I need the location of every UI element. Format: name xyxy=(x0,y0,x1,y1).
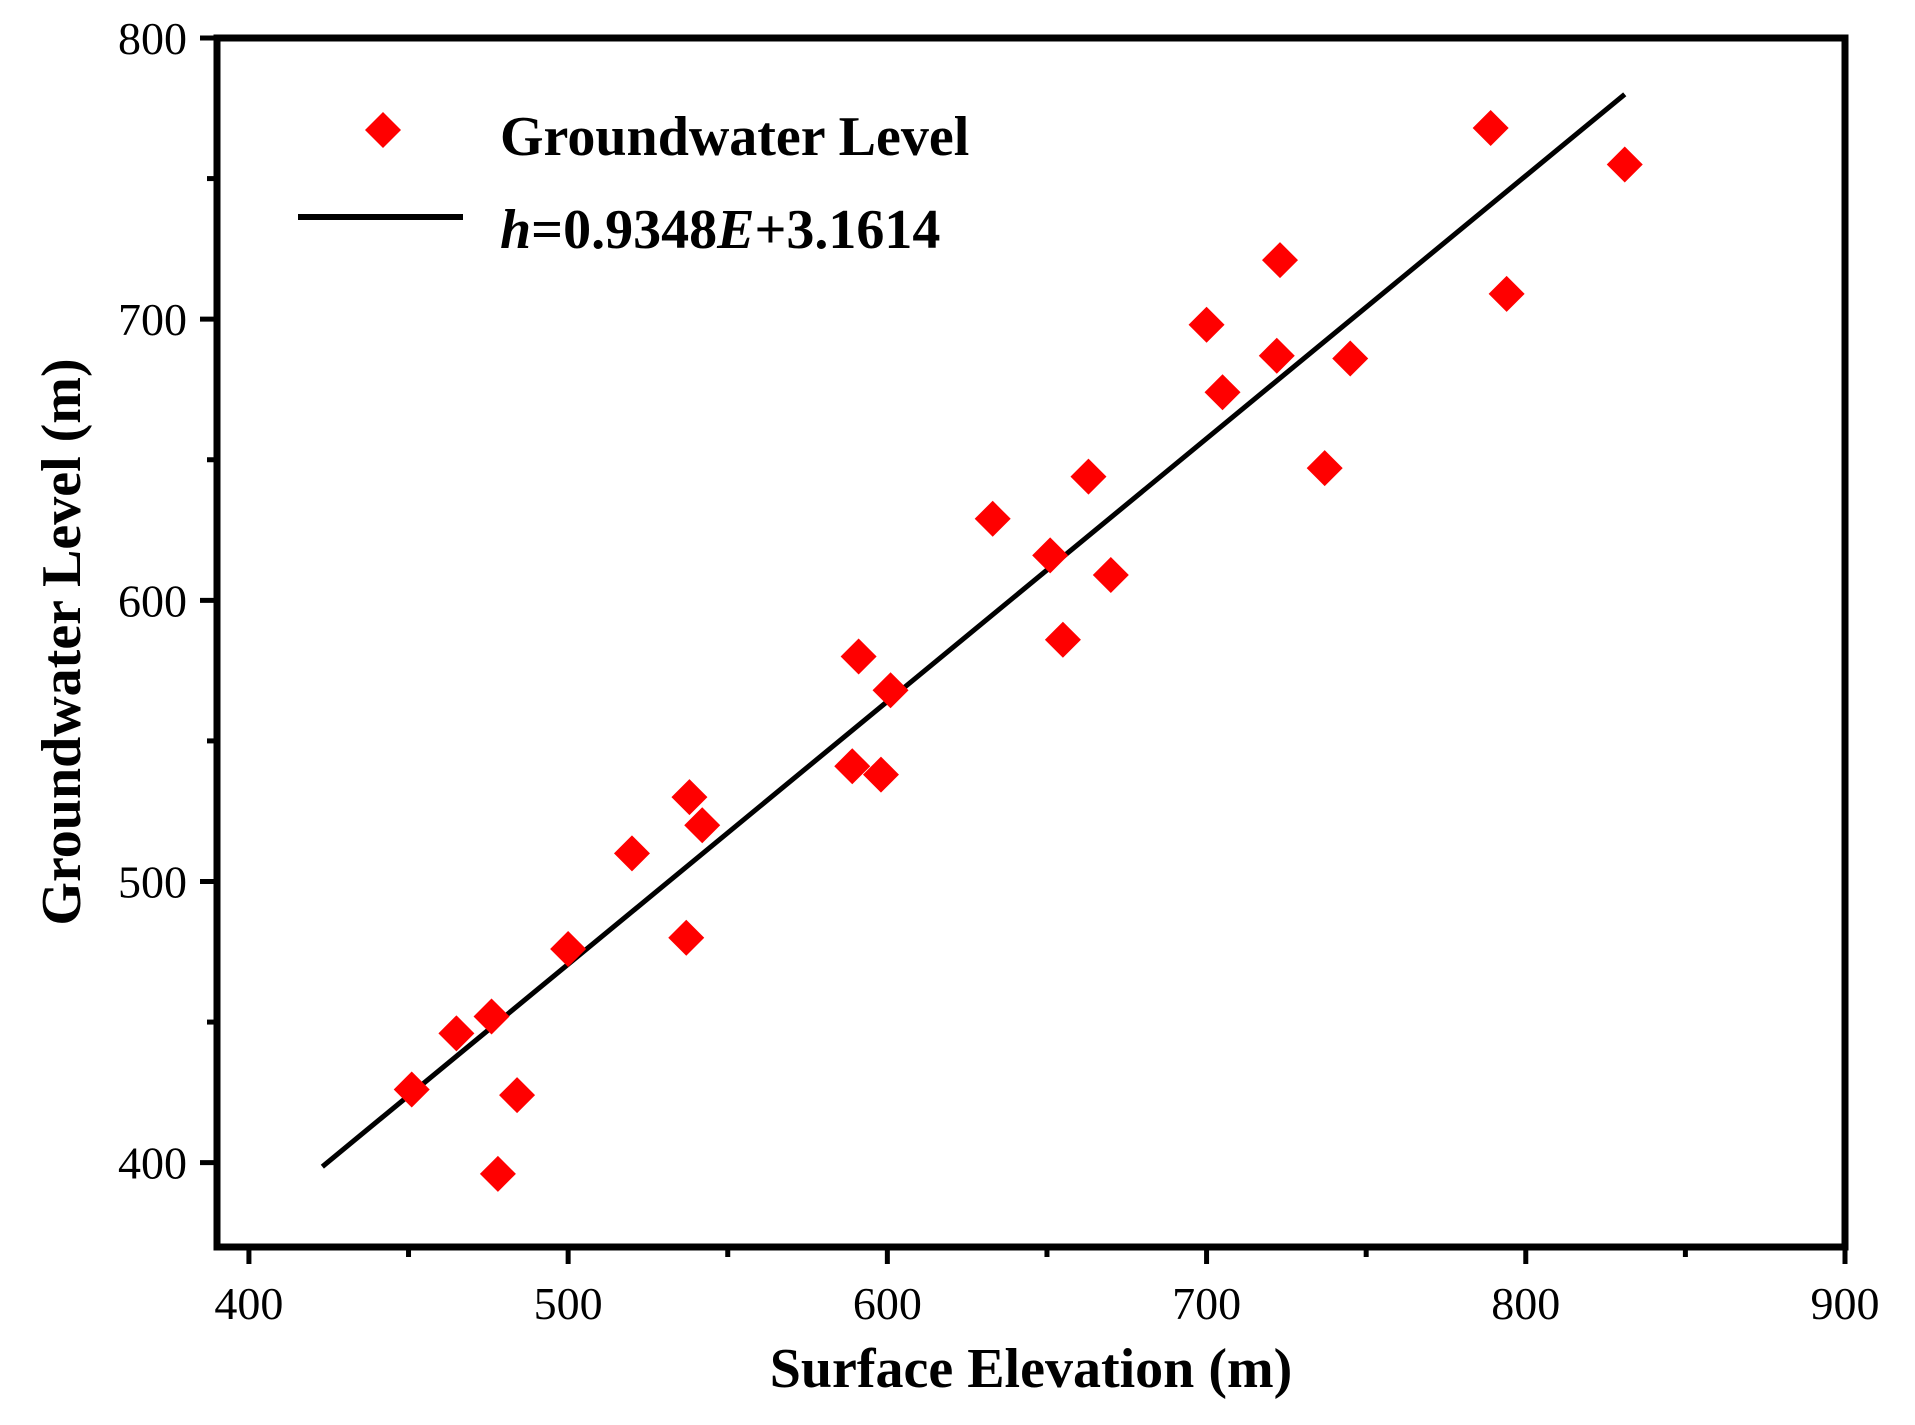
data-point xyxy=(1306,450,1343,487)
y-tick-label: 500 xyxy=(118,856,187,907)
data-point xyxy=(1032,537,1069,574)
data-point xyxy=(1261,242,1298,279)
data-point xyxy=(473,998,510,1035)
data-point xyxy=(840,638,877,675)
data-point xyxy=(1332,340,1369,377)
x-tick-label: 700 xyxy=(1172,1278,1241,1329)
tick-marks xyxy=(200,35,1848,1264)
legend-fit-h: h xyxy=(500,199,531,261)
legend-fit-e: E xyxy=(716,199,754,261)
fit-line xyxy=(320,92,1627,1169)
data-point xyxy=(1488,275,1525,312)
legend-fit-eq1: =0.9348 xyxy=(531,199,717,261)
x-tick-label: 900 xyxy=(1811,1278,1880,1329)
data-point xyxy=(834,748,871,785)
data-point xyxy=(550,930,587,967)
data-point xyxy=(1070,458,1107,495)
y-axis-title: Groundwater Level (m) xyxy=(31,358,93,925)
data-point xyxy=(479,1155,516,1192)
data-point xyxy=(671,779,708,816)
plot-frame xyxy=(213,34,1849,1251)
data-points xyxy=(393,109,1643,1192)
data-point xyxy=(1044,621,1081,658)
data-point xyxy=(862,756,899,793)
data-point xyxy=(1188,306,1225,343)
data-point xyxy=(668,919,705,956)
y-tick-label: 400 xyxy=(118,1138,187,1189)
legend-fit-eq2: +3.1614 xyxy=(754,199,940,261)
legend-scatter-label: Groundwater Level xyxy=(500,106,969,168)
data-point xyxy=(1092,557,1129,594)
x-tick-label: 800 xyxy=(1491,1278,1560,1329)
legend-scatter-marker xyxy=(365,112,401,148)
data-point xyxy=(1606,146,1643,183)
data-point xyxy=(438,1015,475,1052)
y-tick-label: 600 xyxy=(118,575,187,626)
data-point xyxy=(499,1077,536,1114)
x-tick-label: 600 xyxy=(853,1278,922,1329)
fit-line-layer xyxy=(320,92,1627,1169)
y-tick-label: 800 xyxy=(118,13,187,64)
x-axis-title: Surface Elevation (m) xyxy=(770,1338,1293,1400)
x-tick-label: 500 xyxy=(534,1278,603,1329)
data-point xyxy=(1472,109,1509,146)
data-point xyxy=(613,835,650,872)
data-point xyxy=(872,672,909,709)
data-point xyxy=(684,807,721,844)
x-tick-label: 400 xyxy=(214,1278,283,1329)
data-point xyxy=(1258,337,1295,374)
data-point xyxy=(393,1071,430,1108)
data-point xyxy=(1204,374,1241,411)
y-tick-label: 700 xyxy=(118,294,187,345)
legend: Groundwater Level h=0.9348E+3.1614 xyxy=(298,106,969,261)
tick-labels: 400 500 600 700 800 900 400 500 600 700 800 xyxy=(118,13,1880,1329)
legend-fit-label: h=0.9348E+3.1614 xyxy=(500,199,940,261)
data-point xyxy=(974,500,1011,537)
